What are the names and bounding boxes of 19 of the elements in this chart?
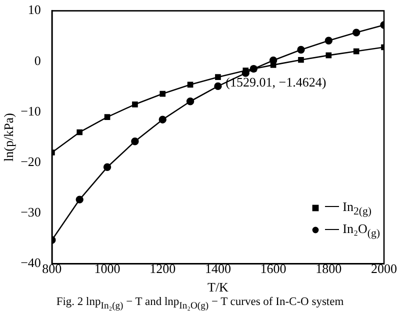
x-tick-label: 1000 [94, 261, 120, 276]
text: Fig. 2 lnp$_{In₂(g)}$ − T and lnp$_{In₂O(g)}$ − T curves of In-C-O system [55, 296, 345, 312]
x-tick-label: 800 [42, 261, 62, 276]
y-tick-label: 10 [28, 2, 41, 18]
x-tick-label: 1400 [204, 261, 231, 276]
x-tick-label: 2000 [371, 261, 397, 276]
legend-label: In₂O$_{(g)}$ [342, 221, 380, 240]
x-tick-label: 1800 [316, 261, 342, 276]
y-tick-label: −20 [20, 154, 41, 170]
y-tick-label: −30 [20, 204, 41, 220]
x-tick-label: 1600 [260, 261, 286, 276]
y-tick-label: −40 [20, 255, 41, 270]
y-tick-label: 0 [34, 52, 41, 68]
y-tick-label: −10 [20, 103, 41, 118]
x-axis-title: T/K [207, 280, 230, 295]
y-axis-title: ln(p/kPa) [1, 113, 16, 162]
legend-label: In$_{2(g)}$ [342, 198, 372, 218]
x-tick-label: 1200 [150, 261, 176, 276]
annotation: (1529.01, −1.4624) [226, 74, 326, 90]
